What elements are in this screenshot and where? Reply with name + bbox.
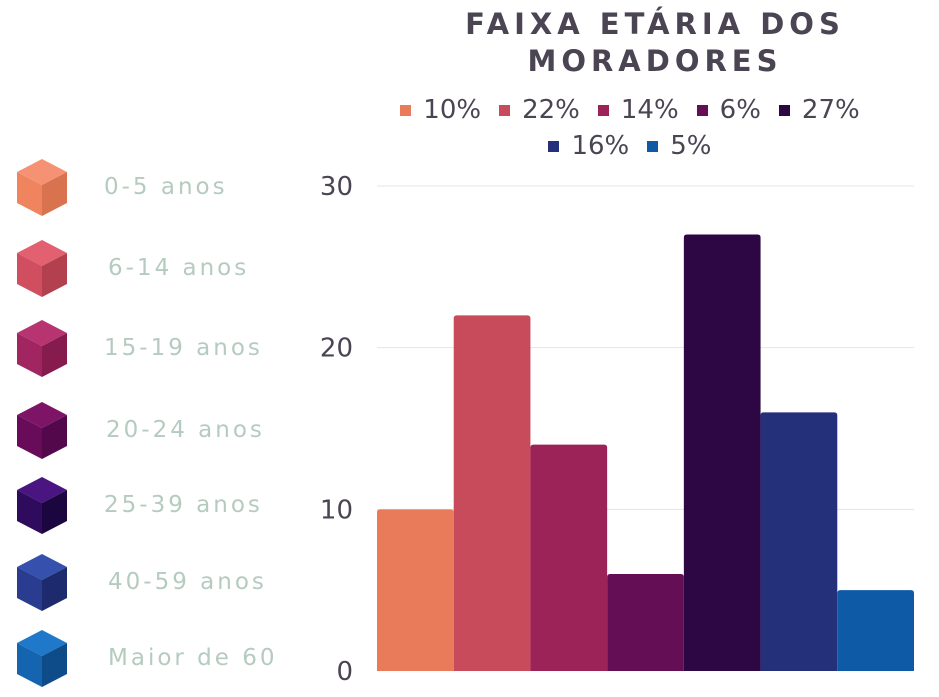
legend-swatch <box>647 140 659 152</box>
category-legend-item: Maior de 60 <box>0 627 300 697</box>
bar-maior-de-60 <box>837 590 914 671</box>
legend-label: 5% <box>670 131 712 161</box>
legend-swatch <box>778 104 790 116</box>
bar-6-14-anos <box>453 315 531 671</box>
category-label: 40-59 anos <box>108 569 267 595</box>
cube-icon <box>17 240 67 297</box>
chart-title-line-2: MORADORES <box>527 44 783 78</box>
legend-item: 16% <box>548 131 629 161</box>
legend-swatch <box>499 104 511 116</box>
category-legend-item: 0-5 anos <box>0 156 300 226</box>
legend-label: 14% <box>620 95 679 125</box>
bar-chart: 0 10 20 30 <box>320 172 914 687</box>
legend-swatch <box>400 104 412 116</box>
legend-item: 22% <box>499 95 580 125</box>
category-label: 20-24 anos <box>106 417 265 443</box>
legend-swatch <box>597 104 609 116</box>
bar-40-59-anos <box>760 412 838 671</box>
chart-title-line-1: FAIXA ETÁRIA DOS <box>465 7 845 41</box>
legend-label: 6% <box>719 95 761 125</box>
cube-icon <box>17 630 67 687</box>
bar-15-19-anos <box>530 444 608 671</box>
category-legend-item: 6-14 anos <box>0 237 300 307</box>
y-tick-label: 20 <box>320 334 353 364</box>
cube-icon <box>17 159 67 216</box>
category-label: 6-14 anos <box>108 255 250 281</box>
cube-icon <box>17 320 67 377</box>
bar-20-24-anos <box>607 574 684 671</box>
legend-label: 16% <box>571 131 630 161</box>
legend-row-1: 10% 22% 14% 6% 27% <box>340 92 920 128</box>
category-label: Maior de 60 <box>108 645 278 671</box>
bars <box>377 234 914 671</box>
category-legend: 0-5 anos 6-14 anos 15-19 anos 20-24 anos… <box>0 0 300 693</box>
legend-row-2: 16% 5% <box>340 128 920 164</box>
y-tick-label: 10 <box>320 495 353 525</box>
chart-legend: 10% 22% 14% 6% 27% 16% 5% <box>340 92 920 164</box>
category-label: 25-39 anos <box>104 492 263 518</box>
cube-icon <box>17 477 67 534</box>
cube-icon <box>17 402 67 459</box>
legend-item: 10% <box>400 95 481 125</box>
legend-label: 27% <box>801 95 860 125</box>
bar-25-39-anos <box>683 234 761 671</box>
legend-item: 14% <box>597 95 679 125</box>
chart-title: FAIXA ETÁRIA DOS MORADORES <box>420 6 890 80</box>
legend-label: 10% <box>423 95 482 125</box>
y-axis: 0 10 20 30 <box>320 172 353 687</box>
legend-item: 6% <box>696 95 761 125</box>
category-legend-item: 15-19 anos <box>0 317 300 387</box>
category-legend-item: 25-39 anos <box>0 474 300 544</box>
category-label: 15-19 anos <box>104 335 263 361</box>
category-legend-item: 40-59 anos <box>0 551 300 621</box>
legend-swatch <box>696 104 708 116</box>
cube-icon <box>17 554 67 611</box>
y-tick-label: 30 <box>320 172 353 202</box>
legend-label: 22% <box>522 95 580 125</box>
legend-item: 27% <box>778 95 860 125</box>
legend-item: 5% <box>647 131 712 161</box>
legend-swatch <box>548 140 560 152</box>
category-legend-item: 20-24 anos <box>0 399 300 469</box>
bar-0-5-anos <box>377 509 454 671</box>
category-label: 0-5 anos <box>104 174 228 200</box>
y-tick-label: 0 <box>336 657 353 687</box>
